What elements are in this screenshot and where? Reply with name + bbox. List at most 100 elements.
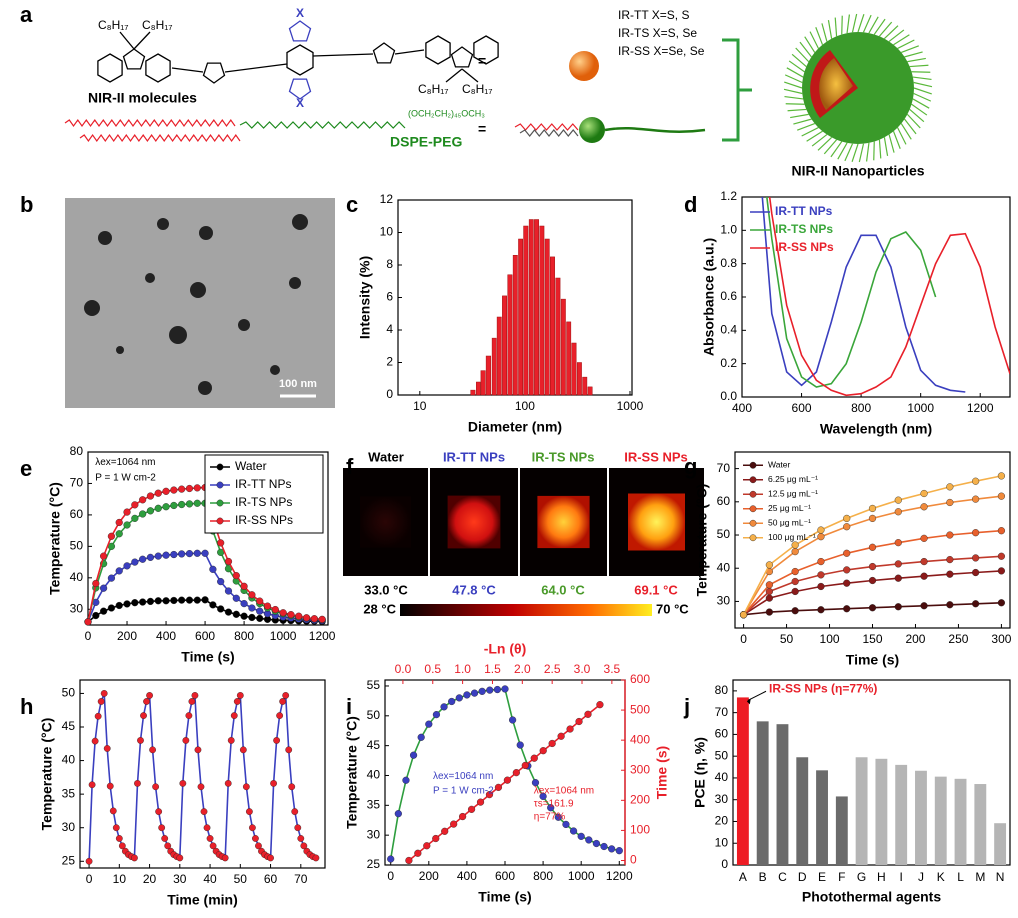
data-point (417, 733, 425, 741)
particle (157, 218, 169, 230)
data-point (97, 698, 105, 705)
y-tick-label: 70 (70, 476, 84, 490)
panel-label: h (20, 694, 33, 719)
x-tick-label: G (857, 870, 866, 884)
x-tick-label: 250 (948, 632, 968, 646)
data-point (224, 608, 233, 616)
data-point (188, 698, 196, 705)
x-tick-label: A (739, 870, 747, 884)
chart: 0.0 0.2 0.4 0.6 0.8 1.0 1.2 400 600 800 1000 1200 Wa… (701, 189, 1011, 437)
x-atom: X (296, 96, 304, 110)
peg-strand (851, 13, 858, 33)
ring (97, 53, 123, 83)
data-point (191, 692, 199, 699)
annotation: IR-SS NPs (η=77%) (769, 681, 877, 695)
data-point (432, 834, 440, 843)
legend-label: 6.25 μg mL⁻¹ (768, 474, 818, 484)
bond (445, 68, 463, 83)
plot-frame (732, 679, 1011, 866)
data-point (134, 780, 141, 787)
data-point (817, 582, 825, 591)
data-point (387, 855, 395, 863)
peg-formula: (OCH₂CH₂)₄₅OCH₃ (408, 108, 485, 118)
peg-strand (830, 141, 843, 158)
data-point (791, 607, 799, 615)
data-point (920, 602, 928, 610)
data-point (440, 703, 448, 711)
series-line (88, 552, 323, 623)
data-point (193, 499, 201, 507)
peg-strand (809, 31, 819, 49)
annotation: λex=1064 nm (534, 786, 594, 797)
substituent: C₈H₁₇ (462, 82, 492, 96)
data-point (997, 527, 1006, 535)
peg-strand (790, 113, 809, 119)
data-point (85, 857, 93, 865)
peg-strand (806, 130, 823, 142)
data-point (224, 557, 233, 566)
legend-marker (216, 481, 224, 489)
data-point (154, 504, 162, 512)
x-tick-label: 100 (820, 632, 840, 646)
bond (461, 68, 479, 83)
ring (145, 53, 171, 83)
decoration (64, 13, 933, 616)
data-point (252, 835, 259, 842)
data-point (318, 615, 326, 623)
bar (470, 389, 476, 396)
sample-name: Water (368, 449, 404, 464)
chart: 25 30 35 40 45 50 55 0 200 400 600 800 1000 1200 0 100 2… (344, 641, 670, 905)
x2-tick-label: 2.5 (544, 662, 561, 676)
x-tick-label: H (877, 870, 886, 884)
y-tick-label: 40 (367, 768, 381, 782)
peg-strand (823, 139, 838, 155)
data-point (221, 854, 229, 862)
particle (116, 346, 124, 354)
data-point (162, 597, 170, 605)
equals: = (478, 53, 486, 69)
x-tick-label: M (975, 870, 985, 884)
data-point (791, 541, 799, 549)
data-point (217, 577, 225, 586)
data-point (107, 574, 116, 582)
data-point (997, 599, 1006, 607)
x-tick-label: 200 (419, 869, 439, 883)
data-point (270, 780, 277, 787)
particle (198, 381, 212, 395)
peg-strand (883, 25, 899, 40)
data-point (843, 605, 851, 613)
annotation: η=77% (534, 812, 566, 823)
data-point (548, 739, 556, 748)
peg-strand (791, 53, 807, 68)
ring (473, 35, 499, 65)
data-point (894, 603, 902, 611)
peg-strand (827, 20, 833, 39)
molecules-label: NIR-II molecules (88, 90, 197, 106)
y-tick-label: 30 (62, 820, 76, 834)
y-tick-label: 50 (717, 527, 731, 541)
annotation: λex=1064 nm (433, 771, 493, 782)
data-point (575, 717, 583, 726)
ring (425, 35, 451, 65)
panel-label: g (684, 454, 697, 479)
thermal-spot (628, 493, 685, 551)
data-point (817, 571, 825, 579)
data-point (152, 783, 160, 791)
y-tick-label: 30 (70, 601, 84, 615)
data-point (470, 689, 479, 697)
equals: = (478, 121, 486, 137)
data-point (972, 600, 980, 608)
data-point (478, 687, 486, 695)
data-point (146, 492, 155, 500)
bar (796, 757, 809, 865)
data-point (118, 842, 126, 850)
panel-label: j (683, 694, 690, 719)
x-axis-label: Time (s) (181, 649, 234, 665)
y-tick-label: 0.4 (720, 323, 737, 337)
legend-marker (216, 499, 224, 507)
legend-label: 12.5 μg mL⁻¹ (768, 489, 818, 499)
y-tick-label: 0.2 (720, 356, 737, 370)
bond (312, 53, 374, 57)
peg-strand (900, 123, 912, 140)
